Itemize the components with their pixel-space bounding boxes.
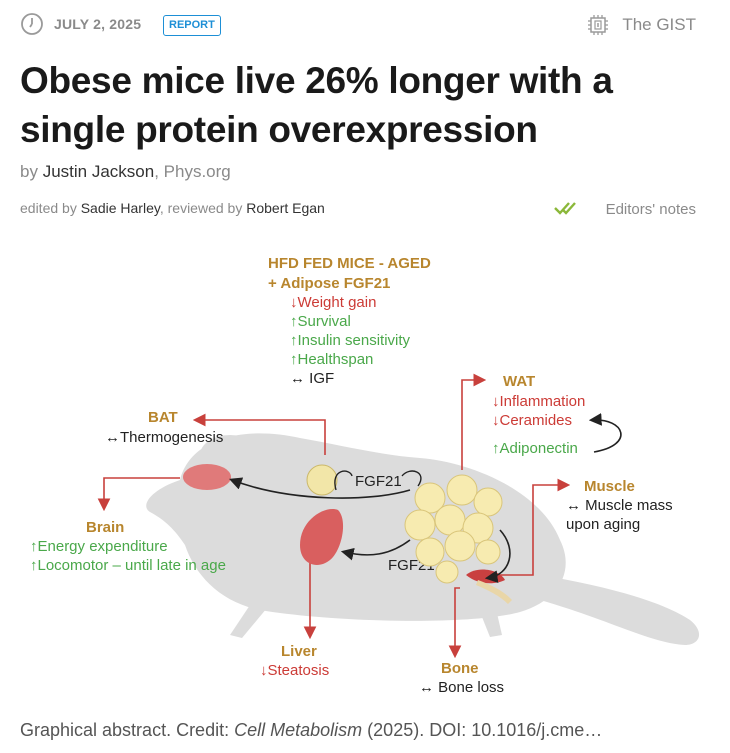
liver-effect: ↓Steatosis (260, 662, 329, 679)
effect-survival: ↑Survival (290, 313, 351, 330)
brain-title: Brain (86, 519, 124, 536)
adipose-cluster (404, 474, 503, 584)
brain-effect-locomotor: ↑Locomotor – until late in age (30, 557, 226, 574)
article-title: Obese mice live 26% longer with a single… (20, 60, 613, 150)
fgf21-cell (306, 464, 338, 496)
graphical-abstract-svg: HFD FED MICE - AGED + Adipose FGF21 ↓Wei… (30, 255, 700, 696)
caption-prefix: Graphical abstract. Credit: (20, 720, 230, 740)
gist-label[interactable]: The GIST (622, 15, 696, 34)
arrow-to-bone (448, 587, 462, 659)
double-check-icon (554, 202, 576, 215)
effect-igf: ↔ IGF (290, 370, 334, 387)
wat-effect-inflammation: ↓Inflammation (492, 393, 585, 410)
caption-journal: Cell Metabolism (234, 720, 363, 740)
clock-icon (21, 13, 43, 35)
reviewed-prefix: , reviewed by (159, 200, 243, 216)
adiponectin-curve-arrow (588, 413, 622, 453)
source-link[interactable]: Phys.org (163, 162, 231, 181)
effect-insulin-sensitivity: ↑Insulin sensitivity (290, 332, 411, 349)
wat-effect-ceramides: ↓Ceramides (492, 412, 572, 429)
report-badge[interactable]: REPORT (163, 15, 221, 36)
caption-suffix: (2025). DOI: 10.1016/j.cme… (367, 720, 603, 740)
fgf21-arrow-to-liver (340, 539, 411, 561)
fgf21-self-loop-right (401, 470, 422, 487)
bone-effect: ↔ Bone loss (419, 679, 504, 696)
arrow-to-muscle (490, 478, 571, 576)
article-meta-row: JULY 2, 2025 REPORT The GIST (20, 12, 696, 38)
figure-header-line1: HFD FED MICE - AGED (268, 255, 431, 272)
bat-title: BAT (148, 409, 178, 426)
byline-prefix: by (20, 162, 38, 181)
editor-name[interactable]: Sadie Harley (80, 200, 160, 216)
byline-comma: , (154, 162, 164, 181)
fgf21-arrow-to-bat (229, 477, 411, 499)
wat-title: WAT (503, 373, 535, 390)
fgf21-self-loop-left (334, 470, 353, 491)
bat-organ (183, 464, 231, 490)
editorial-row: edited by Sadie Harley, reviewed by Robe… (20, 200, 696, 222)
figure-caption: Graphical abstract. Credit: Cell Metabol… (20, 720, 700, 741)
liver-title: Liver (281, 643, 317, 660)
author-link[interactable]: Justin Jackson (42, 162, 155, 181)
arrow-to-wat (461, 373, 487, 470)
wat-effect-adiponectin: ↑Adiponectin (492, 440, 578, 457)
figure-header-line2: + Adipose FGF21 (268, 275, 390, 292)
byline: by Justin Jackson, Phys.org (20, 162, 231, 182)
muscle-effect-mass: ↔ Muscle mass (566, 497, 673, 514)
effect-healthspan: ↑Healthspan (290, 351, 373, 368)
fgf21-arrow-to-muscle (484, 529, 511, 584)
bat-effect: ↔Thermogenesis (105, 429, 223, 446)
muscle-effect-aging: upon aging (566, 516, 640, 533)
bone-title: Bone (441, 660, 479, 677)
arrow-to-bat (192, 413, 326, 455)
muscle-title: Muscle (584, 478, 635, 495)
liver-organ (300, 509, 344, 565)
publish-date: JULY 2, 2025 (54, 16, 142, 32)
graphical-abstract: HFD FED MICE - AGED + Adipose FGF21 ↓Wei… (0, 240, 730, 702)
arrow-to-brain (97, 477, 180, 512)
bone-organ (476, 580, 512, 604)
brain-effect-energy: ↑Energy expenditure (30, 538, 168, 555)
edited-prefix: edited by (20, 200, 77, 216)
effect-weight-gain: ↓Weight gain (290, 294, 376, 311)
reviewer-name[interactable]: Robert Egan (246, 200, 325, 216)
fgf21-label-top: FGF21 (355, 473, 402, 490)
editors-notes-label[interactable]: Editors' notes (605, 201, 696, 218)
chip-icon (588, 15, 608, 35)
